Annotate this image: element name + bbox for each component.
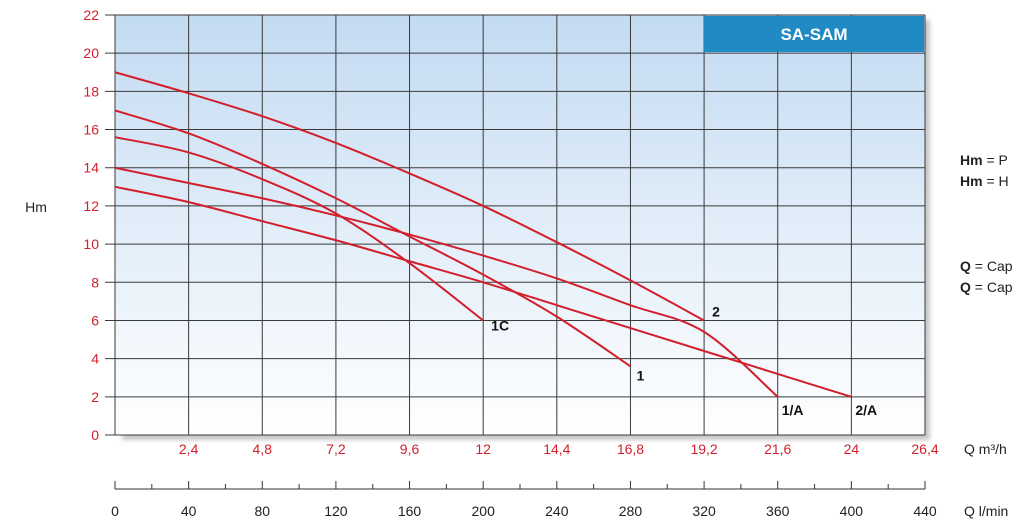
legend-hm-2-key: Hm bbox=[960, 173, 983, 189]
legend-q-1-text: = Cap bbox=[971, 258, 1013, 274]
x2-tick-label: 360 bbox=[766, 503, 790, 519]
series-line-1c bbox=[114, 136, 484, 322]
y-tick-label: 16 bbox=[83, 122, 99, 138]
legend-hm-2-text: = H bbox=[983, 173, 1009, 189]
legend-q-2-text: = Cap bbox=[971, 279, 1013, 295]
title-box bbox=[704, 16, 924, 52]
x-tick-label: 19,2 bbox=[690, 441, 717, 457]
series-curves bbox=[114, 71, 852, 398]
x2-tick-label: 240 bbox=[545, 503, 569, 519]
legend-q-1: Q = Cap bbox=[960, 258, 1013, 274]
x-axis-label: Q m³/h bbox=[964, 441, 1007, 457]
legend-hm-1-key: Hm bbox=[960, 152, 983, 168]
y-tick-label: 10 bbox=[83, 236, 99, 252]
legend-hm-2: Hm = H bbox=[960, 173, 1009, 189]
y-tick-label: 8 bbox=[91, 274, 99, 290]
series-label-1c: 1C bbox=[491, 317, 509, 333]
x2-tick-label: 40 bbox=[181, 503, 197, 519]
x2-axis: 0 40 80 120 160 200 240 280 320 360 400 440 bbox=[111, 481, 937, 519]
legend-q-2-key: Q bbox=[960, 279, 971, 295]
y-tick-label: 22 bbox=[83, 7, 99, 23]
x-tick-label: 24 bbox=[844, 441, 860, 457]
legend-q-2: Q = Cap bbox=[960, 279, 1013, 295]
series-line-2-a bbox=[114, 185, 852, 398]
x-tick-label: 21,6 bbox=[764, 441, 791, 457]
chart-title: SA-SAM bbox=[780, 25, 847, 44]
y-axis-label: Hm bbox=[25, 199, 47, 215]
x-tick-label: 4,8 bbox=[253, 441, 273, 457]
grid-lines bbox=[105, 14, 926, 436]
series-label-1: 1 bbox=[636, 367, 644, 383]
x2-tick-label: 80 bbox=[254, 503, 270, 519]
x-tick-label: 26,4 bbox=[911, 441, 938, 457]
y-tick-label: 14 bbox=[83, 160, 99, 176]
x-tick-label: 12 bbox=[475, 441, 491, 457]
x2-tick-label: 0 bbox=[111, 503, 119, 519]
series-label-2: 2 bbox=[712, 303, 720, 319]
x-tick-label: 9,6 bbox=[400, 441, 420, 457]
x-tick-label: 7,2 bbox=[326, 441, 346, 457]
y-tick-labels: 0 2 4 6 8 10 12 14 16 18 20 22 bbox=[83, 7, 99, 443]
legend-hm-1-text: = P bbox=[983, 152, 1008, 168]
series-labels: 1C 1 2 1/A 2/A bbox=[491, 303, 877, 417]
x2-tick-label: 400 bbox=[840, 503, 864, 519]
x-tick-label: 14,4 bbox=[543, 441, 570, 457]
x2-tick-label: 280 bbox=[619, 503, 643, 519]
y-tick-label: 20 bbox=[83, 45, 99, 61]
x2-tick-label: 120 bbox=[324, 503, 348, 519]
legend-q-1-key: Q bbox=[960, 258, 971, 274]
series-label-1-a: 1/A bbox=[782, 402, 804, 418]
y-tick-label: 12 bbox=[83, 198, 99, 214]
legend-hm-1: Hm = P bbox=[960, 152, 1008, 168]
x2-tick-label: 160 bbox=[398, 503, 422, 519]
x2-tick-label: 320 bbox=[692, 503, 716, 519]
y-tick-label: 2 bbox=[91, 389, 99, 405]
series-label-2-a: 2/A bbox=[855, 402, 877, 418]
y-tick-label: 18 bbox=[83, 83, 99, 99]
plot-area bbox=[115, 15, 925, 435]
x-tick-label: 16,8 bbox=[617, 441, 644, 457]
y-tick-label: 4 bbox=[91, 351, 99, 367]
x-tick-label: 2,4 bbox=[179, 441, 199, 457]
series-line-1-a bbox=[114, 166, 779, 398]
x2-axis-label: Q l/min bbox=[964, 503, 1008, 519]
y-tick-label: 6 bbox=[91, 312, 99, 328]
x-tick-labels: 2,4 4,8 7,2 9,6 12 14,4 16,8 19,2 21,6 24 26,4 bbox=[179, 441, 939, 457]
x2-tick-label: 200 bbox=[472, 503, 496, 519]
y-tick-label: 0 bbox=[91, 427, 99, 443]
series-line-1 bbox=[114, 109, 632, 368]
series-line-2 bbox=[114, 71, 705, 322]
x2-tick-label: 440 bbox=[913, 503, 937, 519]
